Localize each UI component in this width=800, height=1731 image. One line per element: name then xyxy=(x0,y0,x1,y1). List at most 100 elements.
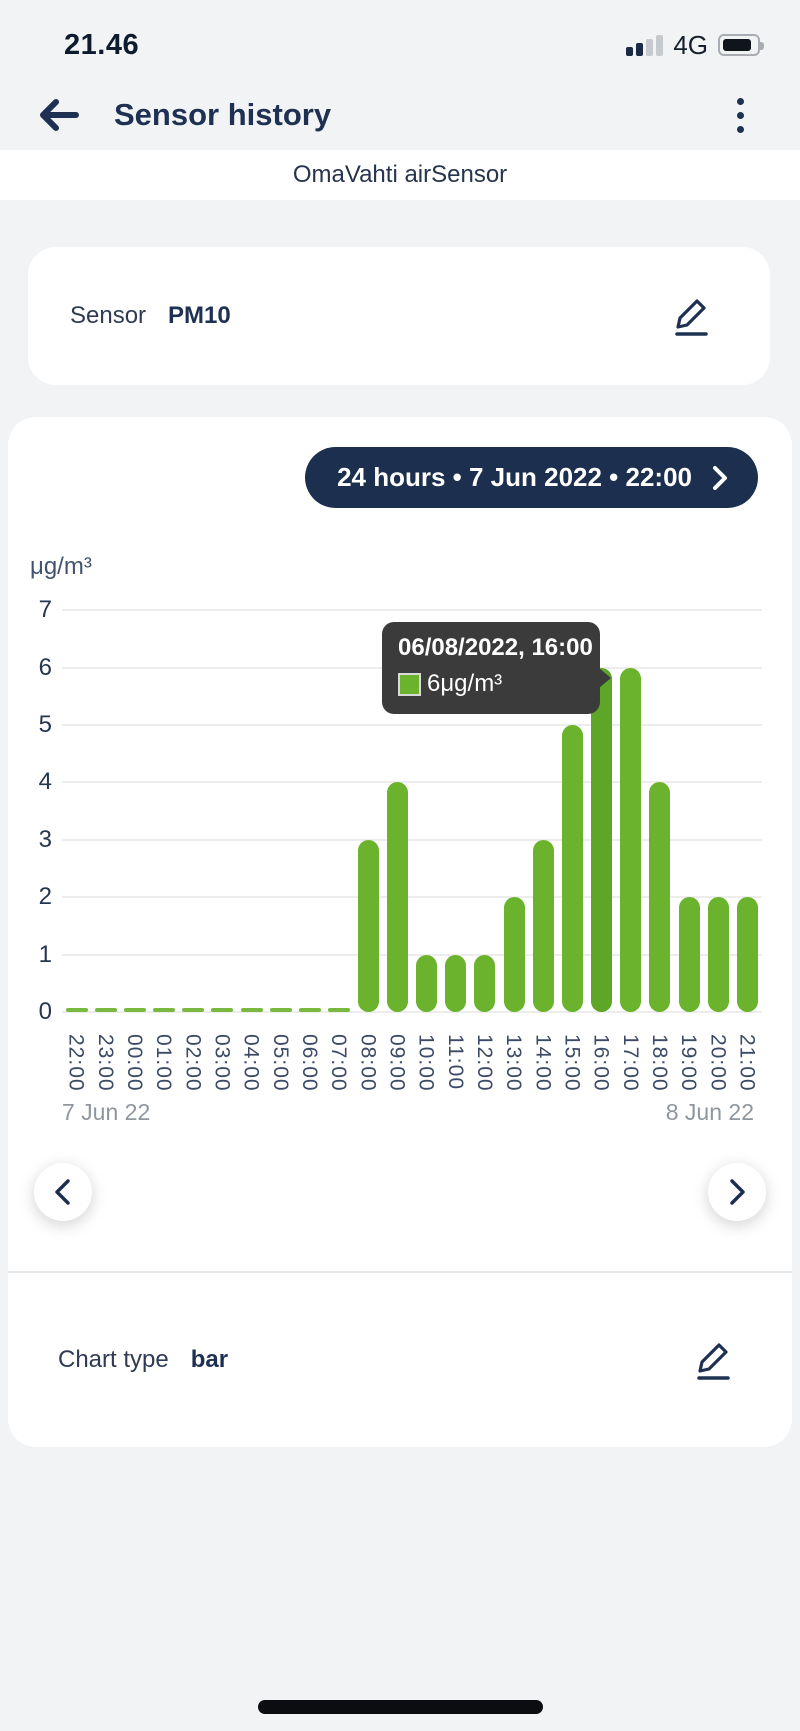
chart-tooltip: 06/08/2022, 16:00 6μg/m³ xyxy=(382,622,611,714)
chart-bar-18:00[interactable] xyxy=(649,782,671,1012)
sensor-field-label: Sensor xyxy=(70,302,147,329)
x-axis-tick-label: 14:00 xyxy=(531,1034,555,1092)
y-axis-tick-label: 4 xyxy=(38,768,52,796)
x-axis-tick-label: 08:00 xyxy=(356,1034,380,1092)
chart-bar-02:00[interactable] xyxy=(182,1008,205,1012)
gridline-y-0 xyxy=(62,1011,762,1013)
x-axis-tick-label: 16:00 xyxy=(589,1034,613,1092)
x-axis-tick-label: 13:00 xyxy=(502,1034,526,1092)
gridline-y-3 xyxy=(62,838,762,841)
tooltip-series-swatch xyxy=(398,672,421,696)
edit-sensor-button[interactable] xyxy=(672,294,712,338)
y-axis-unit-label: μg/m³ xyxy=(30,553,92,580)
x-axis-tick-label: 09:00 xyxy=(385,1034,409,1092)
overflow-menu-button[interactable] xyxy=(720,93,760,137)
back-button[interactable] xyxy=(38,95,82,135)
chevron-right-icon xyxy=(713,465,727,490)
chevron-left-icon xyxy=(55,1179,70,1205)
chart-bar-21:00[interactable] xyxy=(736,897,758,1012)
x-axis-tick-label: 21:00 xyxy=(735,1034,759,1092)
status-bar: 21.46 4G xyxy=(0,0,800,80)
chart-bar-13:00[interactable] xyxy=(503,897,525,1012)
y-axis-tick-label: 2 xyxy=(38,883,52,911)
chart-bar-10:00[interactable] xyxy=(416,954,438,1012)
chart-bar-06:00[interactable] xyxy=(298,1008,321,1012)
chart-bar-07:00[interactable] xyxy=(328,1008,351,1012)
x-axis-tick-label: 03:00 xyxy=(210,1034,234,1092)
chart-bar-03:00[interactable] xyxy=(211,1008,234,1012)
edit-chart-type-button[interactable] xyxy=(694,1338,734,1382)
chart-type-field-label: Chart type xyxy=(58,1346,169,1373)
next-period-button[interactable] xyxy=(708,1163,766,1221)
x-axis-tick-label: 06:00 xyxy=(297,1034,321,1092)
chart-bar-22:00[interactable] xyxy=(65,1008,88,1012)
x-axis-start-date: 7 Jun 22 xyxy=(62,1099,151,1125)
chart-bar-19:00[interactable] xyxy=(678,897,700,1012)
x-axis-tick-label: 23:00 xyxy=(93,1034,117,1092)
x-axis-tick-label: 12:00 xyxy=(472,1034,496,1092)
back-arrow-icon xyxy=(40,99,79,131)
chart-bar-11:00[interactable] xyxy=(445,954,467,1012)
y-axis-tick-label: 1 xyxy=(38,940,52,968)
chart-bar-08:00[interactable] xyxy=(357,839,379,1012)
chevron-right-icon xyxy=(730,1179,745,1205)
time-range-label: 24 hours • 7 Jun 2022 • 22:00 xyxy=(337,462,692,492)
device-name: OmaVahti airSensor xyxy=(292,161,508,188)
gridline-y-5 xyxy=(62,724,762,726)
chart-bar-01:00[interactable] xyxy=(153,1008,176,1012)
battery-icon xyxy=(718,34,764,56)
status-time: 21.46 xyxy=(64,28,140,61)
chart-type-field-value: bar xyxy=(190,1346,229,1373)
y-axis-tick-label: 6 xyxy=(38,653,52,681)
device-subheader: OmaVahti airSensor xyxy=(0,150,800,200)
chart-bar-09:00[interactable] xyxy=(386,782,408,1012)
x-axis-tick-label: 04:00 xyxy=(239,1034,263,1092)
sensor-card: Sensor PM10 xyxy=(28,247,770,385)
x-axis-tick-label: 00:00 xyxy=(122,1034,146,1092)
x-axis-tick-label: 15:00 xyxy=(560,1034,584,1092)
x-axis-tick-label: 19:00 xyxy=(677,1034,701,1092)
pencil-edit-icon xyxy=(697,1343,730,1380)
tooltip-title: 06/08/2022, 16:00 xyxy=(398,634,593,661)
y-axis-tick-label: 3 xyxy=(38,825,52,853)
home-indicator[interactable] xyxy=(258,1700,543,1714)
x-axis-tick-label: 01:00 xyxy=(152,1034,176,1092)
chart-type-card: Chart type bar xyxy=(8,1273,792,1447)
chart-bar-14:00[interactable] xyxy=(532,839,554,1012)
x-axis-tick-label: 02:00 xyxy=(181,1034,205,1092)
chart-bar-04:00[interactable] xyxy=(240,1008,263,1012)
chart-bar-20:00[interactable] xyxy=(707,897,729,1012)
chart-bar-16:00[interactable] xyxy=(591,667,613,1012)
x-axis-tick-label: 20:00 xyxy=(706,1034,730,1092)
signal-strength-icon xyxy=(626,34,664,56)
x-axis-tick-label: 10:00 xyxy=(414,1034,438,1092)
x-axis-tick-label: 11:00 xyxy=(443,1034,467,1090)
x-axis-tick-label: 22:00 xyxy=(64,1034,88,1092)
app-header: Sensor history xyxy=(0,80,800,150)
time-range-selector[interactable]: 24 hours • 7 Jun 2022 • 22:00 xyxy=(305,447,758,508)
pencil-edit-icon xyxy=(675,299,708,336)
chart-bar-12:00[interactable] xyxy=(474,954,496,1012)
gridline-y-2 xyxy=(62,896,762,899)
x-axis-tick-label: 05:00 xyxy=(268,1034,292,1092)
sensor-field-value: PM10 xyxy=(168,302,231,329)
chart-bar-00:00[interactable] xyxy=(123,1008,146,1012)
page-title: Sensor history xyxy=(114,97,332,132)
x-axis-end-date: 8 Jun 22 xyxy=(665,1099,754,1125)
tooltip-value: 6μg/m³ xyxy=(427,670,503,697)
chart-bar-23:00[interactable] xyxy=(94,1008,117,1012)
previous-period-button[interactable] xyxy=(34,1163,92,1221)
gridline-y-4 xyxy=(62,781,762,784)
y-axis-tick-label: 0 xyxy=(38,998,52,1025)
chart-bar-15:00[interactable] xyxy=(561,725,583,1012)
x-axis-tick-label: 18:00 xyxy=(647,1034,671,1092)
card-divider xyxy=(8,1271,792,1273)
x-axis-tick-label: 07:00 xyxy=(327,1034,351,1092)
gridline-y-1 xyxy=(62,953,762,956)
chart-bar-05:00[interactable] xyxy=(269,1008,292,1012)
chart-bar-17:00[interactable] xyxy=(620,667,642,1012)
y-axis-tick-label: 5 xyxy=(38,711,52,738)
network-type-label: 4G xyxy=(673,29,708,60)
